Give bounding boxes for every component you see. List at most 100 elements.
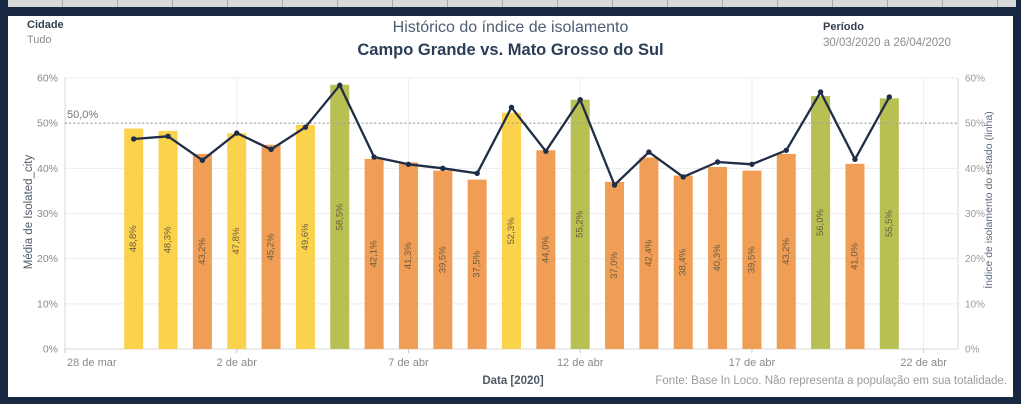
bar-value-label: 47,8%	[231, 227, 242, 254]
dashboard-card: Cidade Tudo Histórico do índice de isola…	[8, 16, 1013, 397]
bar[interactable]	[398, 162, 418, 349]
line-point-marker[interactable]	[405, 161, 412, 167]
left-axis-title: Média de Isolated_city	[23, 154, 35, 270]
bar[interactable]	[158, 130, 178, 349]
bar-value-label: 58,5%	[334, 203, 345, 230]
reference-line-label: 50,0%	[67, 109, 98, 121]
city-filter-value[interactable]: Tudo	[27, 34, 52, 46]
line-point-marker[interactable]	[886, 94, 893, 100]
line-point-marker[interactable]	[234, 130, 240, 136]
bar[interactable]	[570, 99, 590, 350]
bar[interactable]	[776, 153, 796, 349]
x-axis-tick-label: 22 de abr	[900, 357, 947, 369]
bar[interactable]	[673, 175, 693, 349]
bar-value-label: 41,0%	[849, 242, 860, 269]
bar[interactable]	[261, 144, 281, 349]
line-point-marker[interactable]	[611, 182, 618, 188]
city-filter-label: Cidade	[27, 19, 64, 31]
bar-value-label: 41,3%	[403, 242, 414, 269]
line-point-marker[interactable]	[440, 165, 446, 172]
right-axis-title: Índice de isolamento do estado (linha)	[983, 111, 995, 289]
bar[interactable]	[879, 98, 899, 349]
line-point-marker[interactable]	[749, 161, 755, 167]
bar[interactable]	[845, 163, 865, 349]
line-point-marker[interactable]	[337, 82, 343, 88]
left-axis-tick-label: 0%	[43, 344, 58, 356]
line-point-marker[interactable]	[852, 156, 858, 162]
bar[interactable]	[502, 112, 521, 349]
line-point-marker[interactable]	[508, 104, 515, 111]
title-block: Histórico do índice de isolamento Campo …	[357, 19, 663, 60]
city-filter: Cidade Tudo	[27, 18, 64, 47]
bar[interactable]	[295, 124, 315, 350]
line-point-marker[interactable]	[646, 149, 652, 155]
isolation-combo-chart[interactable]: 48,8% 48,3% 43,2% 47,8% 45,2% 49,6% 58,5% 42,1%…	[8, 16, 1013, 397]
bar[interactable]	[708, 166, 728, 349]
line-point-marker[interactable]	[817, 89, 824, 95]
x-axis-tick-label: 7 de abr	[388, 357, 429, 369]
right-axis-tick-label: 60%	[965, 74, 985, 85]
bar[interactable]	[742, 170, 762, 349]
x-axis-tick-label: 12 de abr	[557, 357, 604, 369]
right-axis-tick-label: 50%	[965, 119, 985, 130]
bar-value-label: 44,0%	[540, 236, 551, 263]
line-point-marker[interactable]	[714, 159, 721, 165]
line-point-marker[interactable]	[302, 124, 309, 130]
bar[interactable]	[433, 170, 453, 349]
x-axis-tick-label: 2 de abr	[217, 357, 258, 369]
period-block: Período 30/03/2020 a 26/04/2020	[823, 20, 951, 50]
bar[interactable]	[124, 128, 144, 349]
right-axis-tick-label: 40%	[965, 164, 985, 175]
chart-subtitle: Campo Grande vs. Mato Grosso do Sul	[357, 41, 664, 59]
line-point-marker[interactable]	[680, 174, 686, 180]
line-point-marker[interactable]	[199, 157, 206, 163]
left-axis-tick-label: 10%	[37, 298, 58, 310]
line-point-marker[interactable]	[371, 154, 377, 160]
bar-value-label: 56,0%	[815, 209, 826, 236]
period-label: Período	[823, 21, 864, 33]
chart-title: Histórico do índice de isolamento	[392, 19, 629, 36]
x-axis-tick-label: 17 de abr	[729, 357, 776, 369]
bar[interactable]	[639, 157, 659, 349]
bar[interactable]	[330, 84, 350, 350]
bar[interactable]	[467, 179, 487, 349]
bar-value-label: 37,0%	[609, 251, 620, 278]
right-axis-tick-label: 10%	[965, 299, 985, 310]
left-axis-tick-label: 20%	[37, 253, 58, 265]
line-point-marker[interactable]	[783, 147, 789, 153]
bar-value-label: 45,2%	[266, 233, 277, 260]
bar-value-label: 42,1%	[369, 240, 380, 267]
right-axis-tick-label: 20%	[965, 254, 985, 265]
left-axis-tick-label: 50%	[37, 118, 58, 130]
bar[interactable]	[605, 181, 625, 349]
right-axis-tick-label: 30%	[965, 209, 985, 220]
x-axis-tick-label: 28 de mar	[67, 357, 117, 369]
bar-value-label: 38,4%	[678, 248, 689, 275]
bar[interactable]	[811, 96, 831, 349]
line-point-marker[interactable]	[543, 148, 549, 154]
bar-value-label: 55,5%	[884, 210, 895, 237]
left-axis-tick-label: 40%	[37, 163, 58, 175]
bar-value-label: 48,3%	[163, 226, 174, 253]
line-point-marker[interactable]	[268, 146, 274, 153]
bar-value-label: 43,2%	[197, 237, 208, 264]
line-point-marker[interactable]	[165, 133, 171, 139]
bar[interactable]	[536, 150, 556, 349]
bar-value-label: 39,5%	[746, 246, 757, 273]
line-point-marker[interactable]	[577, 96, 583, 103]
bar-value-label: 52,3%	[506, 217, 517, 244]
bar[interactable]	[364, 158, 384, 349]
bar-value-label: 55,2%	[575, 210, 586, 237]
source-note: Fonte: Base In Loco. Não representa a po…	[655, 375, 1007, 387]
left-axis-tick-label: 30%	[37, 208, 58, 220]
bar-value-label: 48,8%	[128, 225, 139, 252]
bar-value-label: 43,2%	[781, 237, 792, 264]
line-point-marker[interactable]	[130, 136, 137, 142]
bar-value-label: 40,3%	[712, 244, 723, 271]
window-edge-strip	[8, 0, 1016, 7]
bar[interactable]	[227, 133, 247, 349]
bar[interactable]	[192, 153, 212, 349]
line-point-marker[interactable]	[474, 170, 480, 177]
left-axis-tick-label: 60%	[37, 73, 58, 85]
